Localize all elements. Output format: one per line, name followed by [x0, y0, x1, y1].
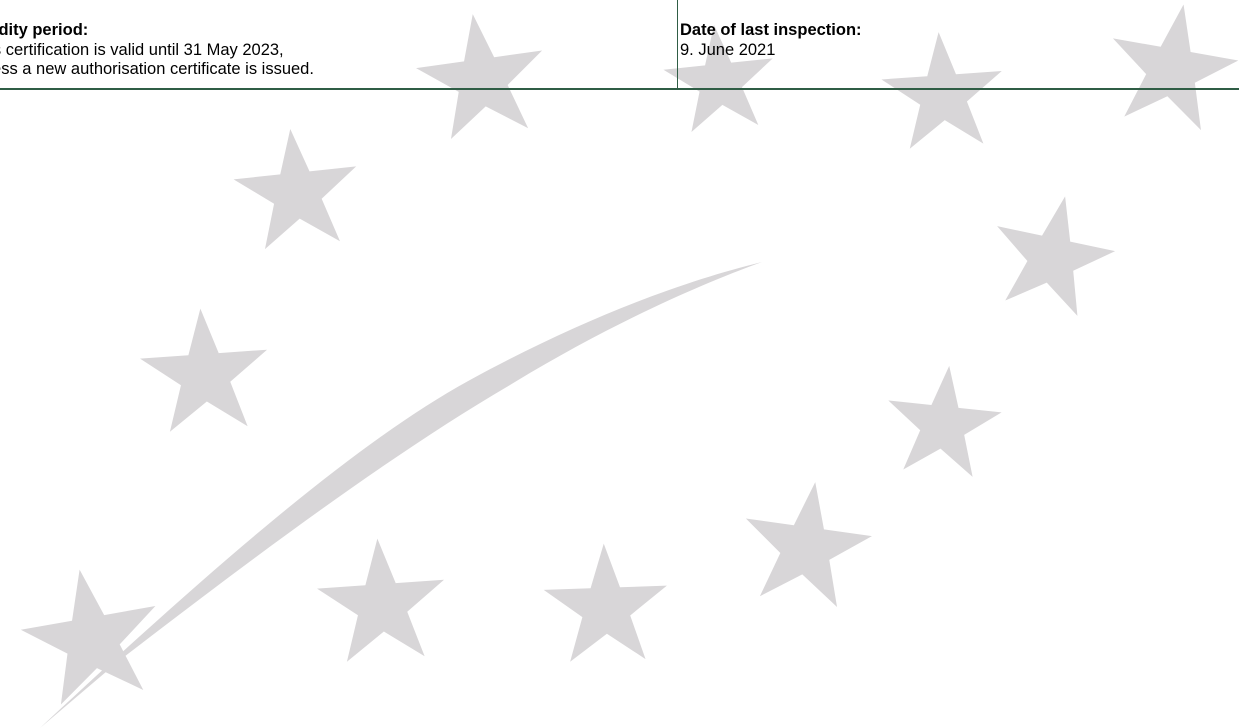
validity-period-cell: Validity period: This certification is v… [0, 0, 676, 88]
star-shape [735, 473, 879, 611]
star-shape [542, 541, 670, 663]
validity-period-text: This certification is valid until 31 May… [0, 41, 676, 79]
star-shape [136, 304, 273, 434]
star-shape [228, 122, 364, 252]
star-shape [982, 183, 1125, 321]
validity-period-line: unless a new authorisation certificate i… [0, 60, 314, 78]
star-shape [881, 359, 1006, 480]
leaf-swoosh-shape [40, 262, 762, 728]
last-inspection-cell: Date of last inspection: 9. June 2021 [678, 0, 1239, 88]
certificate-info-row: Validity period: This certification is v… [0, 0, 1239, 90]
column-divider [677, 0, 678, 88]
validity-period-line: This certification is valid until 31 May… [0, 41, 284, 59]
last-inspection-heading: Date of last inspection: [680, 21, 862, 39]
last-inspection-date: 9. June 2021 [680, 41, 776, 59]
validity-period-heading: Validity period: [0, 21, 89, 39]
star-shape [313, 534, 450, 664]
